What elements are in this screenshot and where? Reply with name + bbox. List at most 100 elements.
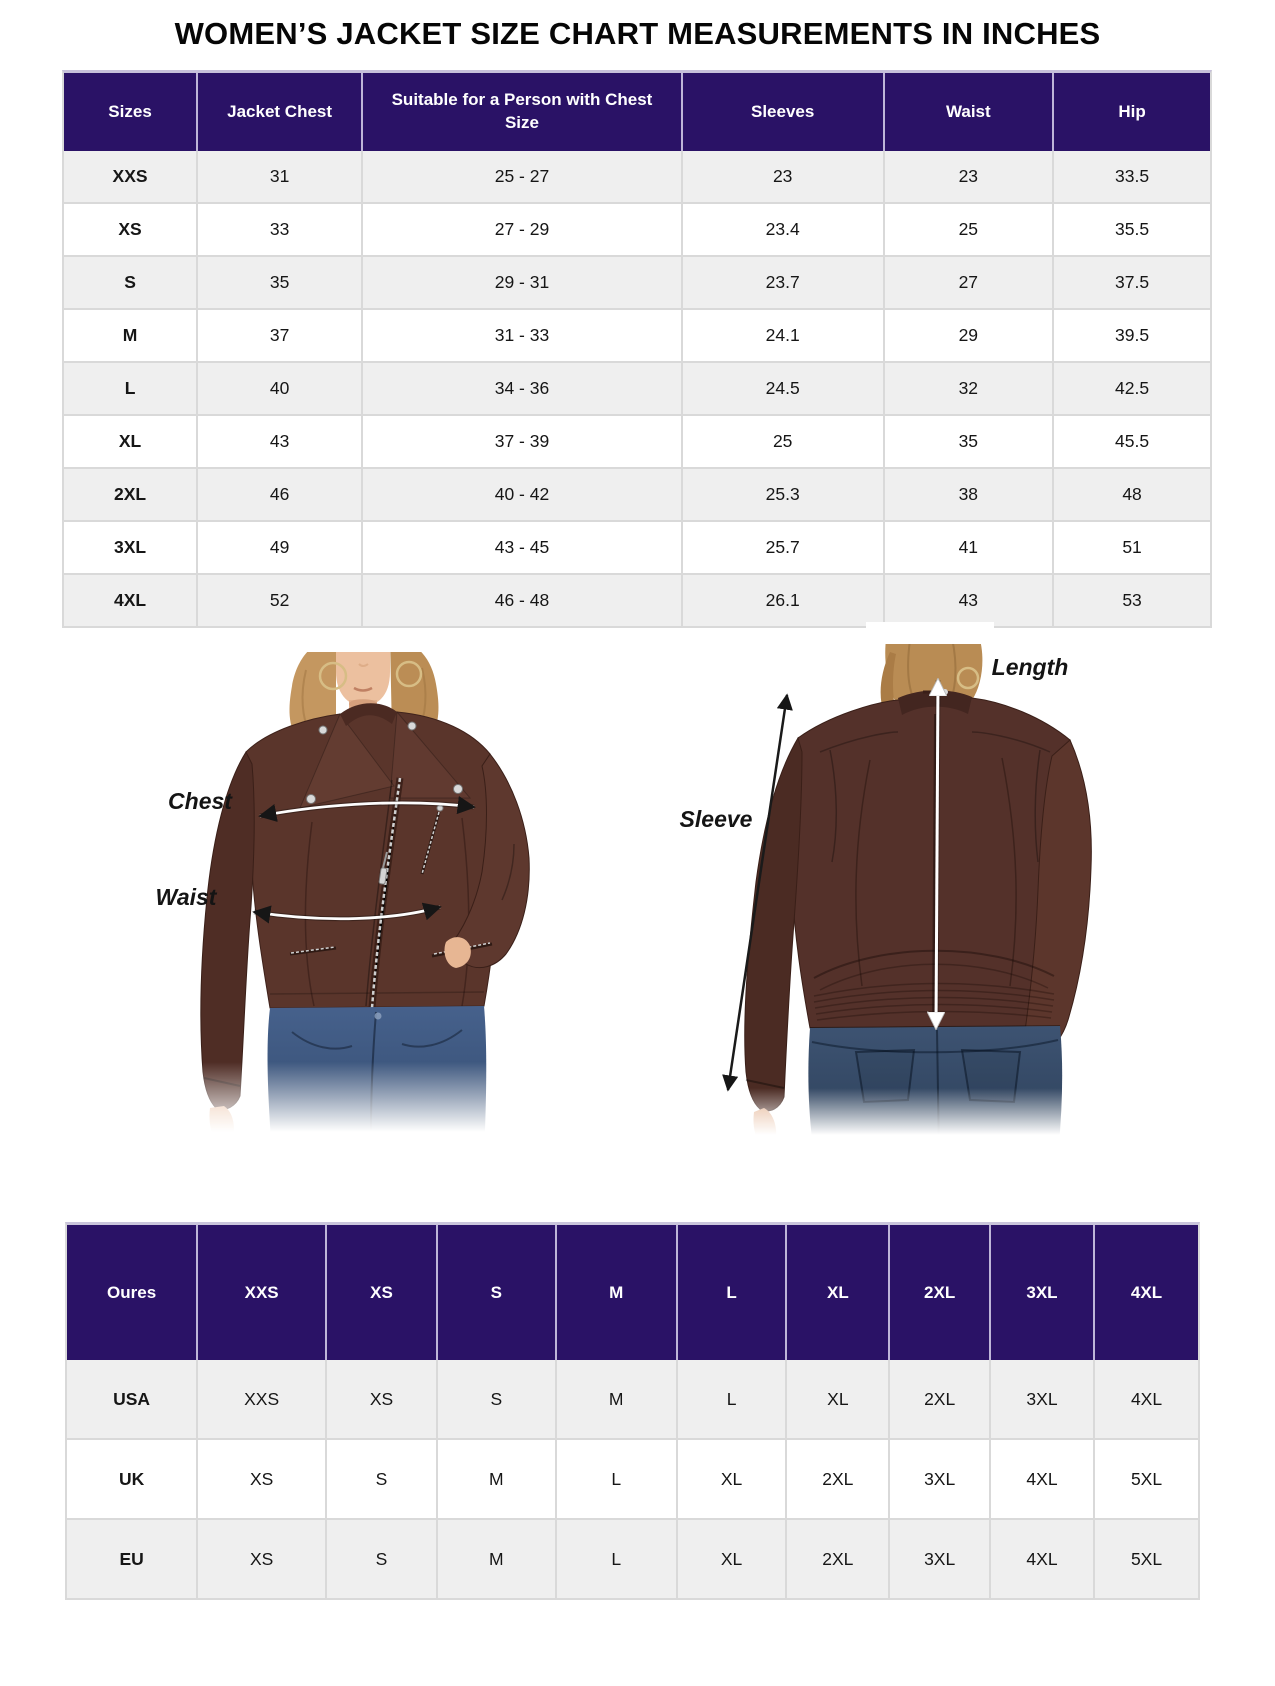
cell: 33.5 [1054, 151, 1210, 204]
col-header-xs: XS [327, 1225, 438, 1360]
cell: 31 [198, 151, 364, 204]
cell: 3XL [890, 1520, 991, 1598]
col-header-sleeves: Sleeves [682, 73, 885, 151]
table-row: S 35 29 - 31 23.7 27 37.5 [64, 257, 1210, 310]
col-header-4xl: 4XL [1095, 1225, 1198, 1360]
cell: 25.3 [682, 469, 885, 522]
cell: 27 [884, 257, 1055, 310]
table-row: 4XL 52 46 - 48 26.1 43 53 [64, 575, 1210, 626]
cell: 53 [1054, 575, 1210, 626]
size-label: L [64, 363, 199, 416]
region-label: UK [67, 1440, 199, 1520]
cell: 3XL [990, 1360, 1096, 1440]
table-row: XL 43 37 - 39 25 35 45.5 [64, 416, 1210, 469]
page-title: WOMEN’S JACKET SIZE CHART MEASUREMENTS I… [174, 16, 1101, 51]
cell: XXS [198, 1360, 328, 1440]
cell: 24.1 [682, 310, 885, 363]
sleeve-measure-arrow [722, 693, 793, 1092]
back-view-photo [720, 622, 1110, 1155]
cell: 3XL [890, 1440, 991, 1520]
cell: 38 [884, 469, 1055, 522]
cell: 46 - 48 [363, 575, 683, 626]
cell: 24.5 [682, 363, 885, 416]
cell: M [437, 1440, 557, 1520]
table-row: L 40 34 - 36 24.5 32 42.5 [64, 363, 1210, 416]
cell: XS [327, 1360, 438, 1440]
cell: XS [198, 1520, 328, 1598]
size-label: 3XL [64, 522, 199, 575]
cell: 52 [198, 575, 364, 626]
cell: 26.1 [682, 575, 885, 626]
chest-zipper [421, 811, 440, 875]
col-header-s: S [437, 1225, 557, 1360]
region-label: EU [67, 1520, 199, 1598]
cell: 40 [198, 363, 364, 416]
cell: 23 [884, 151, 1055, 204]
earring-icon [318, 661, 348, 691]
size-chart-table: Sizes Jacket Chest Suitable for a Person… [62, 70, 1212, 628]
col-header-sizes: Sizes [64, 73, 199, 151]
length-measure-arrow [936, 680, 938, 1028]
front-woman-figure [180, 628, 580, 1155]
cell: 34 - 36 [363, 363, 683, 416]
cell: XL [677, 1440, 788, 1520]
waist-label: Waist [155, 884, 217, 910]
chest-label: Chest [168, 788, 232, 814]
cell: 27 - 29 [363, 204, 683, 257]
col-header-hip: Hip [1054, 73, 1210, 151]
earring-icon [956, 666, 980, 690]
table-row: EU XS S M L XL 2XL 3XL 4XL 5XL [67, 1520, 1198, 1598]
cell: 31 - 33 [363, 310, 683, 363]
col-header-oures: Oures [67, 1225, 199, 1360]
cell: 42.5 [1054, 363, 1210, 416]
cell: 23.7 [682, 257, 885, 310]
cell: S [327, 1520, 438, 1598]
zipper-pull-icon [378, 867, 388, 885]
cell: M [437, 1520, 557, 1598]
cell: 48 [1054, 469, 1210, 522]
size-label: XS [64, 204, 199, 257]
col-header-person-chest: Suitable for a Person with Chest Size [363, 73, 683, 151]
size-label: S [64, 257, 199, 310]
cell: S [437, 1360, 557, 1440]
cell: 23.4 [682, 204, 885, 257]
cell: 4XL [990, 1520, 1096, 1598]
cell: 43 - 45 [363, 522, 683, 575]
cell: 43 [198, 416, 364, 469]
size-table-header-row: Sizes Jacket Chest Suitable for a Person… [64, 73, 1210, 151]
table-row: 2XL 46 40 - 42 25.3 38 48 [64, 469, 1210, 522]
cell: 45.5 [1054, 416, 1210, 469]
cell: L [556, 1440, 678, 1520]
cell: 4XL [990, 1440, 1096, 1520]
snap-button-icon [453, 784, 463, 794]
cell: 37 - 39 [363, 416, 683, 469]
snap-button-icon [306, 794, 316, 804]
cell: 5XL [1095, 1520, 1198, 1598]
cell: L [556, 1520, 678, 1598]
cell: 2XL [787, 1520, 891, 1598]
pocket-zipper [290, 946, 336, 954]
cell: 41 [884, 522, 1055, 575]
region-label: USA [67, 1360, 199, 1440]
col-header-waist: Waist [884, 73, 1055, 151]
cell: 35 [884, 416, 1055, 469]
chest-measure-arrow [258, 795, 476, 822]
cell: 37 [198, 310, 364, 363]
waist-measure-arrow [252, 902, 442, 924]
size-label: M [64, 310, 199, 363]
length-label: Length [991, 654, 1069, 680]
cell: 5XL [1095, 1440, 1198, 1520]
cell: 29 [884, 310, 1055, 363]
cell: L [677, 1360, 788, 1440]
cell: 29 - 31 [363, 257, 683, 310]
cell: 25 [682, 416, 885, 469]
pocket-zipper [433, 942, 491, 955]
cell: 33 [198, 204, 364, 257]
earring-icon [395, 660, 423, 688]
table-row: 3XL 49 43 - 45 25.7 41 51 [64, 522, 1210, 575]
table-row: UK XS S M L XL 2XL 3XL 4XL 5XL [67, 1440, 1198, 1520]
size-label: XXS [64, 151, 199, 204]
cell: 35 [198, 257, 364, 310]
front-view-photo [180, 628, 580, 1155]
